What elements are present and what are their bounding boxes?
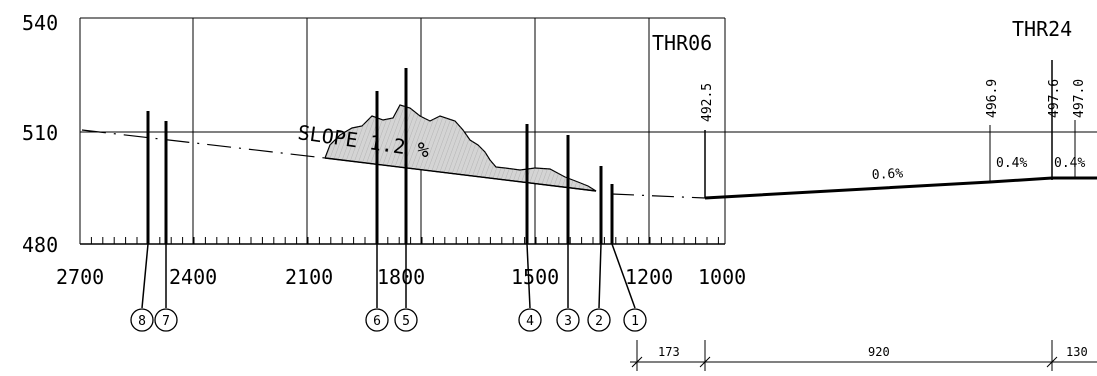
elevation-label: 496.9 (985, 79, 1000, 118)
obstacle-poles (141, 68, 636, 309)
leader-1 (611, 243, 636, 309)
elevation-label: 497.0 (1072, 79, 1087, 118)
marker-circle-3 (556, 308, 580, 332)
x-tick-label: 2100 (285, 265, 333, 289)
x-tick-label: 2400 (169, 265, 217, 289)
dimension-label: 920 (868, 345, 890, 359)
leader-2 (598, 243, 602, 309)
x-tick-label: 2700 (56, 265, 104, 289)
approach-slope-line (81, 129, 326, 159)
marker-number: 1 (631, 314, 639, 329)
x-tick-label: 1500 (511, 265, 559, 289)
elevation-label: 497.6 (1047, 79, 1062, 118)
baseline-ticks (79, 237, 719, 244)
marker-number: 7 (162, 314, 170, 329)
marker-circle-7 (154, 308, 178, 332)
marker-circle-8 (130, 308, 154, 332)
slope-surface-line (324, 157, 597, 192)
thr06-label: THR06 (652, 31, 712, 55)
y-axis: 540 510 480 (22, 11, 58, 257)
marker-circle-5 (394, 308, 418, 332)
x-tick-label: 1200 (625, 265, 673, 289)
marker-circle-6 (365, 308, 389, 332)
marker-circle-4 (518, 308, 542, 332)
dimension-tick (631, 356, 643, 368)
y-tick-label: 510 (22, 121, 58, 145)
gradient-label: 0.6% (871, 166, 903, 183)
gradient-label: 0.4% (1054, 156, 1085, 171)
thr24-label: THR24 (1012, 17, 1072, 41)
marker-circle-2 (587, 308, 611, 332)
x-tick-label: 1800 (377, 265, 425, 289)
marker-number: 5 (402, 314, 410, 329)
marker-number: 2 (595, 314, 603, 329)
approach-slope-line-end (611, 193, 706, 199)
dimension-tick (1046, 356, 1058, 368)
marker-number: 3 (564, 314, 572, 329)
leader-4 (526, 243, 531, 309)
marker-number: 8 (138, 314, 146, 329)
leader-8 (141, 243, 149, 309)
y-tick-label: 480 (22, 233, 58, 257)
marker-circles: 8 7 6 5 4 3 2 1 (130, 308, 647, 332)
elevation-label: 492.5 (700, 83, 715, 122)
x-axis: 2700 2400 2100 1800 1500 1200 1000 (56, 265, 746, 289)
gradient-label: 0.4% (996, 156, 1027, 171)
dimension-label: 130 (1066, 345, 1088, 359)
marker-number: 6 (373, 314, 381, 329)
marker-number: 4 (526, 314, 534, 329)
dimension-label: 173 (658, 345, 680, 359)
dimension-tick (699, 356, 711, 368)
x-tick-label: 1000 (698, 265, 746, 289)
dimension-line (630, 340, 1097, 371)
y-tick-label: 540 (22, 11, 58, 35)
grid (79, 17, 1097, 245)
marker-circle-1 (623, 308, 647, 332)
